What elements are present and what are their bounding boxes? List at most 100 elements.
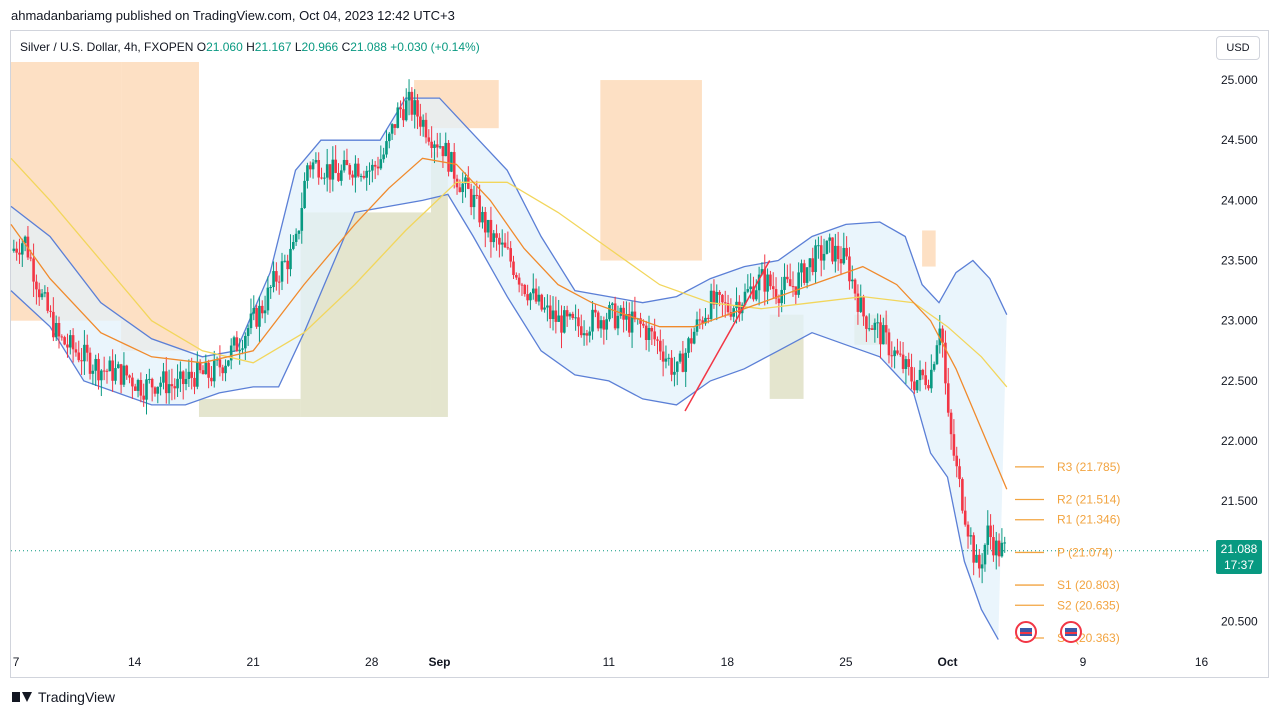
- candle-body: [306, 165, 309, 181]
- y-tick-label: 22.500: [1221, 374, 1258, 388]
- candle-body: [608, 305, 611, 320]
- candle-body: [68, 335, 72, 348]
- candle-body: [325, 164, 329, 178]
- candle-body: [560, 315, 563, 333]
- candle-body: [853, 279, 857, 294]
- candle-body: [924, 375, 927, 386]
- candle-body: [486, 219, 490, 233]
- candle-body: [509, 248, 512, 262]
- footer-brand[interactable]: TradingView: [12, 689, 115, 705]
- candle-body: [808, 258, 812, 268]
- candle-body: [523, 285, 527, 295]
- candle-body: [20, 243, 24, 255]
- candle-body: [777, 298, 781, 304]
- candle-body: [266, 287, 270, 311]
- candle-body: [941, 328, 944, 343]
- candle-body: [554, 310, 558, 322]
- candle-body: [269, 287, 273, 289]
- candle-body: [148, 378, 151, 380]
- candle-body: [760, 269, 764, 275]
- candle-body: [260, 305, 264, 314]
- y-tick-label: 22.000: [1221, 434, 1258, 448]
- pivot-label-1: R2 (21.514): [1057, 493, 1120, 507]
- candle-body: [718, 291, 721, 295]
- candle-body: [890, 355, 894, 357]
- candle-body: [611, 303, 614, 306]
- candle-body: [331, 159, 335, 180]
- candle-body: [393, 124, 397, 128]
- candle-body: [60, 336, 64, 338]
- candle-body: [297, 230, 301, 234]
- candle-body: [339, 170, 343, 181]
- candle-body: [955, 455, 959, 467]
- candle-body: [421, 119, 425, 127]
- candle-body: [43, 292, 47, 294]
- y-tick-label: 25.000: [1221, 73, 1258, 87]
- candle-body: [167, 384, 171, 394]
- candle-body: [961, 479, 964, 511]
- bollinger-layer: [10, 97, 1008, 640]
- candle-body: [845, 247, 848, 257]
- candle-body: [596, 312, 600, 329]
- candle-body: [588, 331, 592, 336]
- candle-body: [726, 303, 730, 313]
- y-tick-label: 21.500: [1221, 494, 1258, 508]
- candle-body: [111, 360, 114, 381]
- pivot-label-5: S2 (20.635): [1057, 598, 1120, 612]
- candle-body: [328, 164, 332, 180]
- candle-body: [932, 364, 936, 370]
- candle-body: [910, 366, 913, 382]
- candle-body: [836, 245, 840, 260]
- high-value: 21.167: [254, 40, 292, 54]
- candle-body: [997, 540, 1001, 557]
- candle-body: [811, 258, 815, 273]
- demand-zone-0: [198, 398, 301, 417]
- candle-body: [464, 177, 467, 184]
- candle-body: [743, 291, 747, 305]
- candle-body: [108, 360, 112, 372]
- candle-body: [1003, 542, 1007, 544]
- candle-body: [627, 313, 631, 333]
- candle-body: [125, 365, 129, 376]
- candle-body: [856, 293, 860, 312]
- candle-body: [49, 310, 52, 312]
- pivot-label-4: S1 (20.803): [1057, 578, 1120, 592]
- candle-body: [721, 294, 724, 303]
- x-tick-label: 18: [721, 655, 735, 669]
- candle-body: [71, 335, 75, 350]
- candle-body: [159, 382, 162, 387]
- candle-body: [433, 144, 436, 148]
- candle-body: [786, 276, 789, 280]
- candle-body: [430, 141, 433, 148]
- candle-body: [435, 144, 439, 148]
- candle-body: [563, 310, 566, 333]
- candle-body: [625, 313, 628, 320]
- candle-body: [354, 163, 357, 178]
- pivot-label-2: R1 (21.346): [1057, 513, 1120, 527]
- candle-body: [619, 307, 623, 316]
- candle-body: [359, 175, 363, 177]
- candle-body: [294, 233, 298, 243]
- x-tick-label: 14: [128, 655, 142, 669]
- candle-body: [1000, 542, 1004, 557]
- candle-body: [616, 315, 620, 329]
- candle-body: [241, 348, 244, 350]
- low-value: 20.966: [301, 40, 339, 54]
- candle-body: [766, 274, 769, 292]
- candle-body: [579, 326, 583, 336]
- candle-body: [633, 311, 637, 320]
- candle-body: [531, 288, 535, 294]
- y-tick-label: 24.500: [1221, 133, 1258, 147]
- candle-body: [983, 544, 987, 565]
- candle-body: [599, 320, 603, 329]
- event-flags: [1015, 621, 1082, 643]
- candle-body: [526, 294, 529, 301]
- candle-body: [927, 385, 930, 389]
- candle-body: [300, 208, 304, 231]
- candle-body: [664, 358, 668, 362]
- candle-body: [884, 325, 888, 333]
- candle-body: [876, 322, 879, 324]
- candle-body: [817, 245, 820, 247]
- currency-button[interactable]: USD: [1216, 36, 1260, 60]
